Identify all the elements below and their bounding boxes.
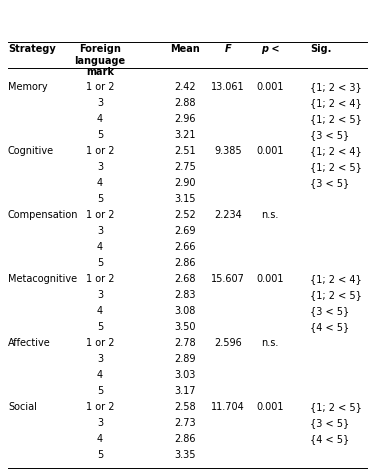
Text: {1; 2 < 4}: {1; 2 < 4} (310, 274, 362, 284)
Text: Affective: Affective (8, 338, 51, 348)
Text: 0.001: 0.001 (256, 146, 284, 156)
Text: 13.061: 13.061 (211, 82, 245, 92)
Text: 5: 5 (97, 450, 103, 460)
Text: {3 < 5}: {3 < 5} (310, 178, 349, 188)
Text: 4: 4 (97, 242, 103, 252)
Text: 0.001: 0.001 (256, 274, 284, 284)
Text: 2.69: 2.69 (174, 226, 196, 236)
Text: 3.21: 3.21 (174, 130, 196, 140)
Text: 3: 3 (97, 226, 103, 236)
Text: 11.704: 11.704 (211, 402, 245, 412)
Text: Memory: Memory (8, 82, 48, 92)
Text: 2.68: 2.68 (174, 274, 196, 284)
Text: 5: 5 (97, 130, 103, 140)
Text: 4: 4 (97, 370, 103, 380)
Text: 2.96: 2.96 (174, 114, 196, 124)
Text: 4: 4 (97, 306, 103, 316)
Text: 2.73: 2.73 (174, 418, 196, 428)
Text: 0.001: 0.001 (256, 82, 284, 92)
Text: 5: 5 (97, 386, 103, 396)
Text: Foreign
language
mark: Foreign language mark (74, 44, 126, 77)
Text: 3: 3 (97, 418, 103, 428)
Text: Mean: Mean (170, 44, 200, 54)
Text: 1 or 2: 1 or 2 (86, 402, 114, 412)
Text: {1; 2 < 5}: {1; 2 < 5} (310, 402, 362, 412)
Text: 3: 3 (97, 354, 103, 364)
Text: 2.90: 2.90 (174, 178, 196, 188)
Text: {1; 2 < 5}: {1; 2 < 5} (310, 162, 362, 172)
Text: Sig.: Sig. (310, 44, 331, 54)
Text: 3.03: 3.03 (174, 370, 196, 380)
Text: 2.52: 2.52 (174, 210, 196, 220)
Text: 2.88: 2.88 (174, 98, 196, 108)
Text: 5: 5 (97, 322, 103, 332)
Text: {4 < 5}: {4 < 5} (310, 322, 349, 332)
Text: {3 < 5}: {3 < 5} (310, 418, 349, 428)
Text: 15.607: 15.607 (211, 274, 245, 284)
Text: {1; 2 < 4}: {1; 2 < 4} (310, 98, 362, 108)
Text: 2.234: 2.234 (214, 210, 242, 220)
Text: 3.35: 3.35 (174, 450, 196, 460)
Text: p <: p < (261, 44, 279, 54)
Text: {1; 2 < 4}: {1; 2 < 4} (310, 146, 362, 156)
Text: 2.78: 2.78 (174, 338, 196, 348)
Text: 2.596: 2.596 (214, 338, 242, 348)
Text: 2.86: 2.86 (174, 434, 196, 444)
Text: 4: 4 (97, 114, 103, 124)
Text: 0.001: 0.001 (256, 402, 284, 412)
Text: 2.86: 2.86 (174, 258, 196, 268)
Text: 1 or 2: 1 or 2 (86, 82, 114, 92)
Text: 3: 3 (97, 98, 103, 108)
Text: 2.75: 2.75 (174, 162, 196, 172)
Text: 1 or 2: 1 or 2 (86, 146, 114, 156)
Text: 3.15: 3.15 (174, 194, 196, 204)
Text: 2.42: 2.42 (174, 82, 196, 92)
Text: {3 < 5}: {3 < 5} (310, 306, 349, 316)
Text: 3.17: 3.17 (174, 386, 196, 396)
Text: 1 or 2: 1 or 2 (86, 274, 114, 284)
Text: 9.385: 9.385 (214, 146, 242, 156)
Text: Compensation: Compensation (8, 210, 78, 220)
Text: 3.50: 3.50 (174, 322, 196, 332)
Text: 2.58: 2.58 (174, 402, 196, 412)
Text: 1 or 2: 1 or 2 (86, 210, 114, 220)
Text: 2.89: 2.89 (174, 354, 196, 364)
Text: 2.66: 2.66 (174, 242, 196, 252)
Text: 4: 4 (97, 434, 103, 444)
Text: Strategy: Strategy (8, 44, 56, 54)
Text: Social: Social (8, 402, 37, 412)
Text: 1 or 2: 1 or 2 (86, 338, 114, 348)
Text: {1; 2 < 5}: {1; 2 < 5} (310, 114, 362, 124)
Text: 5: 5 (97, 194, 103, 204)
Text: 4: 4 (97, 178, 103, 188)
Text: 3.08: 3.08 (174, 306, 196, 316)
Text: 3: 3 (97, 290, 103, 300)
Text: 3: 3 (97, 162, 103, 172)
Text: 5: 5 (97, 258, 103, 268)
Text: {1; 2 < 5}: {1; 2 < 5} (310, 290, 362, 300)
Text: {3 < 5}: {3 < 5} (310, 130, 349, 140)
Text: F: F (225, 44, 231, 54)
Text: {1; 2 < 3}: {1; 2 < 3} (310, 82, 362, 92)
Text: Cognitive: Cognitive (8, 146, 54, 156)
Text: 2.83: 2.83 (174, 290, 196, 300)
Text: 2.51: 2.51 (174, 146, 196, 156)
Text: n.s.: n.s. (261, 338, 279, 348)
Text: Metacognitive: Metacognitive (8, 274, 77, 284)
Text: {4 < 5}: {4 < 5} (310, 434, 349, 444)
Text: n.s.: n.s. (261, 210, 279, 220)
